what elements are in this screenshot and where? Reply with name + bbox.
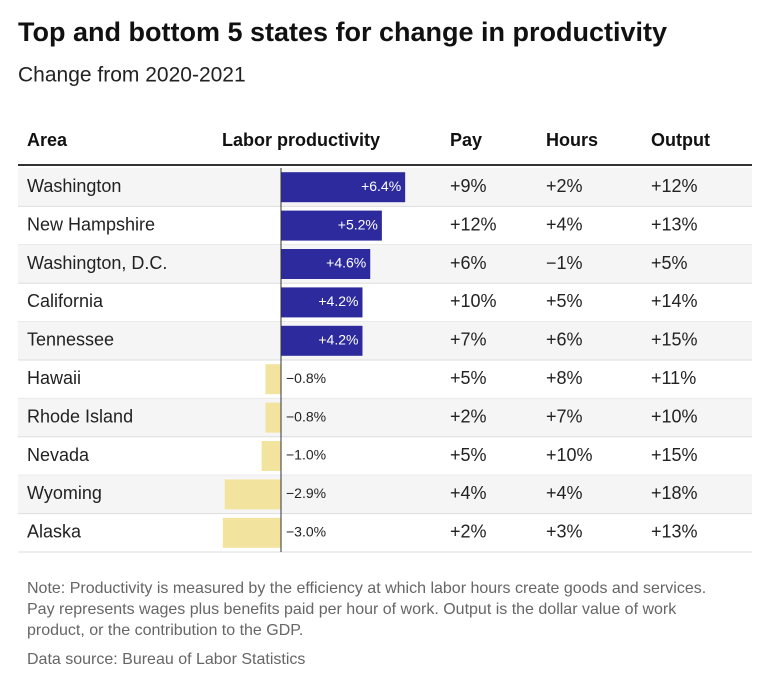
note: Note: Productivity is measured by the ef…: [27, 580, 707, 639]
value-label: −2.9%: [286, 485, 326, 501]
row-background: [18, 321, 752, 360]
area: Alaska: [27, 522, 82, 542]
hours: +2%: [546, 176, 583, 196]
subtitle: Change from 2020-2021: [18, 64, 246, 87]
pay: +12%: [450, 214, 497, 234]
column-header: Hours: [546, 130, 598, 150]
value-label: +4.2%: [318, 332, 358, 348]
pay: +4%: [450, 483, 487, 503]
hours: +3%: [546, 522, 583, 542]
output: +15%: [651, 330, 698, 350]
output: +12%: [651, 176, 698, 196]
bar: [281, 287, 363, 318]
row-background: [18, 244, 752, 284]
value-label: +4.2%: [318, 293, 358, 309]
hours: +4%: [546, 214, 583, 234]
pay: +2%: [450, 522, 487, 542]
row-background: [18, 398, 752, 437]
source: Data source: Bureau of Labor Statistics: [27, 651, 306, 668]
hours: +10%: [546, 445, 593, 465]
pay: +6%: [450, 253, 487, 273]
hours: +8%: [546, 368, 583, 388]
column-header: Output: [651, 130, 710, 150]
output: +13%: [651, 214, 698, 234]
column-header: Area: [27, 130, 68, 150]
area: Washington, D.C.: [27, 253, 167, 273]
bar: [281, 325, 363, 356]
area: Tennessee: [27, 330, 114, 350]
output: +13%: [651, 522, 698, 542]
pay: +5%: [450, 445, 487, 465]
output: +15%: [651, 445, 698, 465]
bar: [281, 172, 406, 203]
output: +14%: [651, 291, 698, 311]
pay: +2%: [450, 406, 487, 426]
hours: −1%: [546, 253, 583, 273]
area: New Hampshire: [27, 214, 155, 234]
area: Nevada: [27, 445, 90, 465]
area: Hawaii: [27, 368, 81, 388]
output: +5%: [651, 253, 688, 273]
pay: +10%: [450, 291, 497, 311]
output: +18%: [651, 483, 698, 503]
area: Wyoming: [27, 483, 102, 503]
column-header: Pay: [450, 130, 482, 150]
hours: +7%: [546, 406, 583, 426]
column-header: Labor productivity: [222, 130, 380, 150]
value-label: +6.4%: [361, 178, 401, 194]
area: Washington: [27, 176, 121, 196]
hours: +5%: [546, 291, 583, 311]
value-label: −3.0%: [286, 524, 326, 540]
value-label: −0.8%: [286, 370, 326, 386]
output: +10%: [651, 406, 698, 426]
pay: +9%: [450, 176, 487, 196]
chart: Top and bottom 5 states for change in pr…: [18, 17, 752, 553]
bar: [281, 210, 382, 241]
row-background: [18, 475, 752, 514]
value-label: +4.6%: [326, 255, 366, 271]
pay: +7%: [450, 330, 487, 350]
hours: +4%: [546, 483, 583, 503]
output: +11%: [651, 368, 696, 388]
title: Top and bottom 5 states for change in pr…: [18, 17, 667, 47]
value-label: −0.8%: [286, 408, 326, 424]
bar: [261, 441, 281, 471]
bar: [265, 364, 281, 395]
area: California: [27, 291, 104, 311]
value-label: −1.0%: [286, 447, 326, 463]
bar: [265, 402, 281, 433]
pay: +5%: [450, 368, 487, 388]
bar: [281, 249, 371, 279]
hours: +6%: [546, 330, 583, 350]
bar: [224, 479, 281, 510]
area: Rhode Island: [27, 406, 133, 426]
bar: [222, 517, 281, 548]
value-label: +5.2%: [338, 216, 378, 232]
